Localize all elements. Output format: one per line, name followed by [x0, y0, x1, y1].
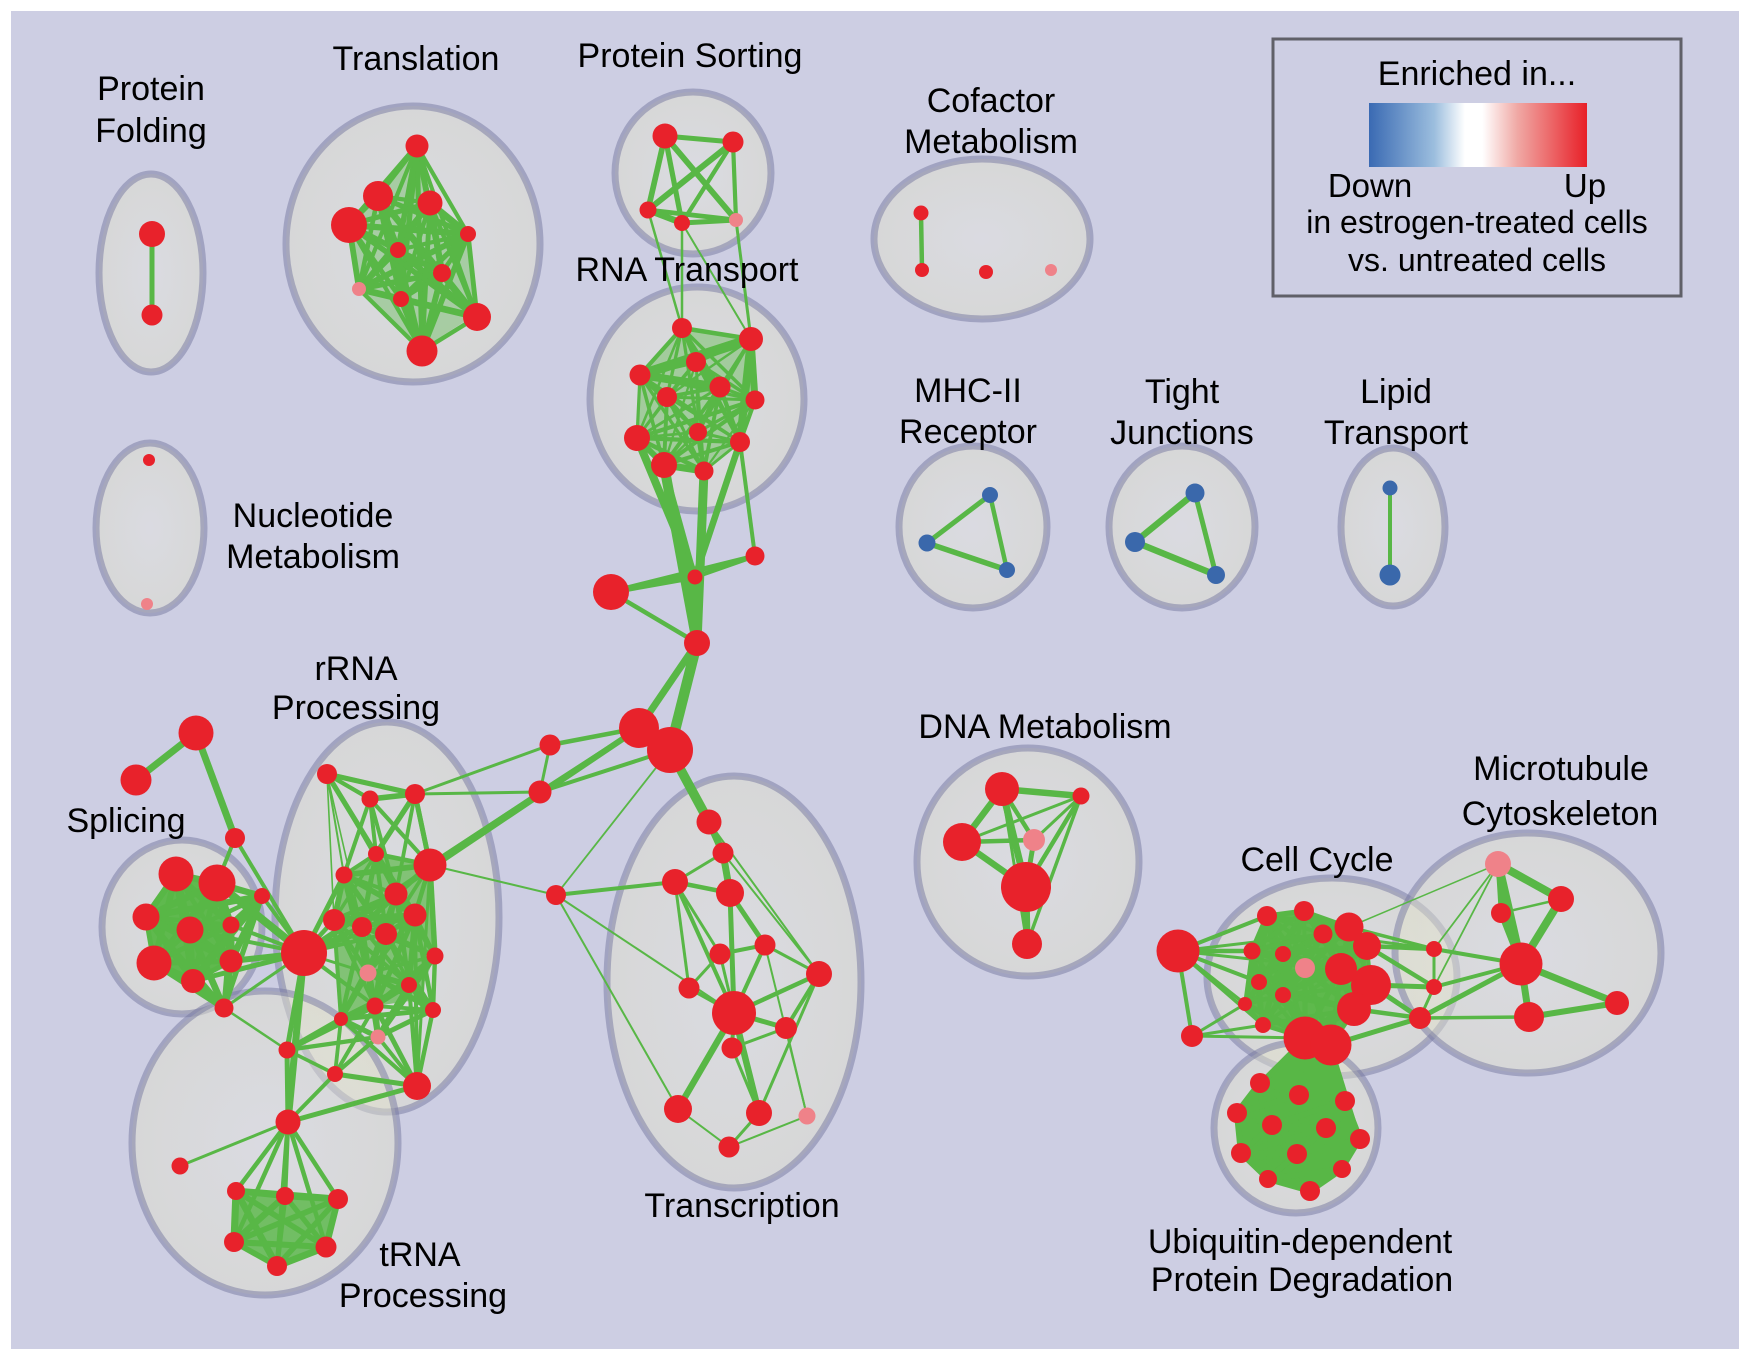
svg-text:Nucleotide: Nucleotide	[233, 497, 394, 535]
svg-text:RNA Transport: RNA Transport	[576, 251, 800, 289]
svg-text:Cofactor: Cofactor	[927, 82, 1056, 120]
svg-text:Cytoskeleton: Cytoskeleton	[1462, 795, 1659, 833]
svg-text:Enriched in...: Enriched in...	[1378, 55, 1576, 93]
svg-text:Splicing: Splicing	[66, 802, 185, 840]
svg-text:MHC-II: MHC-II	[914, 372, 1022, 410]
svg-text:Down: Down	[1328, 167, 1412, 204]
svg-text:Microtubule: Microtubule	[1473, 750, 1649, 788]
svg-text:Cell Cycle: Cell Cycle	[1240, 841, 1393, 879]
svg-text:vs. untreated cells: vs. untreated cells	[1348, 242, 1606, 278]
svg-text:Metabolism: Metabolism	[226, 538, 400, 576]
svg-text:DNA Metabolism: DNA Metabolism	[918, 708, 1171, 746]
svg-text:Translation: Translation	[333, 40, 500, 78]
svg-text:Junctions: Junctions	[1110, 414, 1254, 452]
svg-text:Lipid: Lipid	[1360, 373, 1432, 411]
svg-text:Ubiquitin-dependent: Ubiquitin-dependent	[1148, 1223, 1453, 1261]
svg-text:Protein: Protein	[97, 70, 205, 108]
svg-text:Processing: Processing	[339, 1277, 507, 1315]
svg-text:Processing: Processing	[272, 689, 440, 727]
svg-text:Transport: Transport	[1324, 414, 1469, 452]
svg-text:Receptor: Receptor	[899, 413, 1037, 451]
svg-text:Up: Up	[1564, 167, 1606, 204]
svg-text:Protein Sorting: Protein Sorting	[578, 37, 803, 75]
svg-text:in estrogen-treated cells: in estrogen-treated cells	[1306, 204, 1648, 240]
svg-text:Metabolism: Metabolism	[904, 123, 1078, 161]
svg-text:Folding: Folding	[95, 112, 207, 150]
svg-text:rRNA: rRNA	[314, 650, 397, 688]
svg-text:Protein Degradation: Protein Degradation	[1151, 1261, 1453, 1299]
svg-text:Tight: Tight	[1145, 373, 1220, 411]
svg-text:Transcription: Transcription	[644, 1187, 839, 1225]
svg-text:tRNA: tRNA	[379, 1236, 461, 1274]
